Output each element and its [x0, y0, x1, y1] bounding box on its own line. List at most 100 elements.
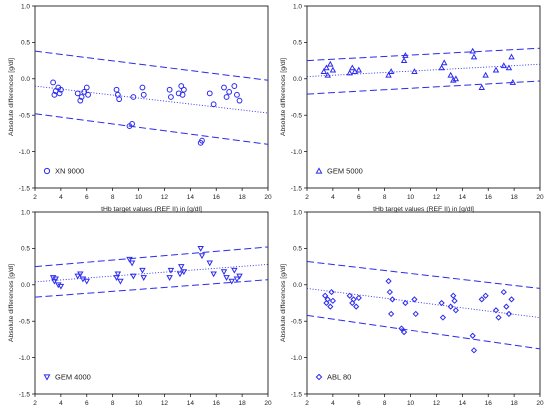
upper-limit-line	[307, 47, 540, 62]
x-axis-label: tHb target values (REF II) in [g/dl]	[373, 206, 474, 213]
x-tick-label: 8	[111, 400, 115, 407]
data-point	[385, 71, 392, 78]
y-tick-label: 1.0	[293, 3, 302, 10]
x-tick-label: 14	[459, 400, 467, 407]
data-point	[355, 294, 362, 302]
data-point	[492, 66, 500, 73]
x-tick-label: 10	[407, 194, 415, 201]
legend-label: ABL 80	[327, 373, 351, 382]
data-points	[50, 79, 243, 146]
legend-marker	[315, 373, 323, 381]
x-tick-label: 6	[85, 400, 89, 407]
data-point	[324, 71, 331, 78]
legend-marker	[43, 167, 51, 175]
reference-lines	[35, 246, 268, 298]
upper-limit-line	[307, 261, 540, 289]
data-point	[398, 325, 405, 332]
data-point	[83, 84, 90, 91]
data-point	[509, 79, 517, 85]
data-point	[77, 97, 84, 104]
chart-panel-2: 2 4 6 8 10 12 14 16 18 20 -1.5 -1.0 -0.5 0.0 0.5 1.0 tHb…	[280, 3, 544, 213]
x-tick-label: 2	[305, 400, 309, 407]
lower-limit-line	[35, 113, 268, 145]
y-tick-label: -0.5	[19, 113, 31, 120]
y-tick-label: -1.0	[19, 355, 31, 362]
data-point	[450, 292, 457, 299]
data-point	[478, 84, 485, 90]
data-point	[402, 299, 409, 307]
x-tick-label: 8	[383, 194, 387, 201]
chart-panel-1: 2 4 6 8 10 12 14 16 18 20 -1.5 -1.0 -0.5 0.0 0.5 1.0 tHb…	[8, 3, 272, 213]
data-point	[388, 310, 395, 318]
x-tick-label: 14	[187, 400, 195, 407]
data-point	[400, 329, 408, 336]
data-point	[130, 94, 137, 100]
data-point	[74, 273, 81, 280]
data-point	[166, 86, 173, 93]
x-tick-label: 6	[357, 400, 361, 407]
data-point	[505, 64, 513, 71]
data-point	[77, 271, 84, 278]
y-tick-label: -0.5	[19, 319, 31, 326]
x-tick-label: 4	[59, 194, 63, 201]
data-point	[452, 75, 460, 82]
x-tick-label: 10	[407, 400, 415, 407]
y-tick-label: -1.0	[291, 355, 303, 362]
plot-frame	[34, 5, 269, 189]
data-point	[482, 71, 489, 78]
data-points	[49, 245, 243, 290]
data-point	[329, 66, 337, 73]
x-tick-label: 16	[485, 400, 493, 407]
data-point	[52, 276, 59, 283]
data-point	[439, 314, 447, 321]
data-point	[139, 267, 146, 274]
y-tick-label: 0.0	[293, 76, 302, 83]
data-point	[323, 64, 330, 71]
data-point	[176, 271, 184, 278]
data-point	[452, 307, 459, 314]
data-point	[197, 245, 204, 252]
data-point	[114, 271, 122, 278]
data-point	[206, 260, 213, 267]
data-point	[130, 273, 137, 280]
data-point	[223, 94, 230, 100]
data-point	[450, 76, 457, 83]
lower-limit-line	[35, 279, 268, 298]
x-tick-label: 8	[383, 400, 387, 407]
data-point	[128, 260, 136, 267]
y-tick-label: -1.0	[19, 149, 31, 156]
y-tick-label: -1.5	[291, 391, 303, 398]
data-point	[500, 62, 508, 69]
data-point	[327, 60, 334, 67]
y-tick-label: -1.5	[291, 185, 303, 192]
data-point	[206, 90, 213, 97]
data-point	[210, 271, 217, 278]
chart-panel-4: 2 4 6 8 10 12 14 16 18 20 -1.5 -1.0 -0.5 0.0 0.5 1.0 tHb…	[280, 209, 544, 407]
x-tick-label: 2	[33, 400, 37, 407]
y-axis-label: Absolute differences [g/dl]	[280, 58, 287, 136]
x-tick-label: 12	[161, 400, 169, 407]
y-tick-label: -1.5	[19, 185, 31, 192]
x-tick-label: 20	[264, 400, 272, 407]
x-tick-label: 18	[238, 194, 246, 201]
data-point	[50, 79, 57, 86]
data-point	[323, 299, 330, 307]
y-axis-label: Absolute differences [g/dl]	[280, 264, 287, 342]
data-point	[324, 296, 331, 303]
data-point	[469, 47, 476, 54]
data-point	[220, 269, 228, 276]
data-point	[231, 83, 238, 89]
data-point	[470, 347, 478, 354]
y-axis-label: Absolute differences [g/dl]	[8, 264, 15, 342]
x-tick-label: 12	[433, 194, 441, 201]
data-point	[349, 299, 356, 307]
data-point	[57, 283, 65, 290]
data-point	[389, 296, 396, 303]
x-tick-label: 18	[510, 194, 518, 201]
data-point	[180, 269, 188, 276]
x-tick-label: 10	[135, 194, 143, 201]
data-point	[113, 86, 120, 93]
legend-label: GEM 5000	[327, 167, 363, 176]
data-point	[500, 288, 507, 296]
